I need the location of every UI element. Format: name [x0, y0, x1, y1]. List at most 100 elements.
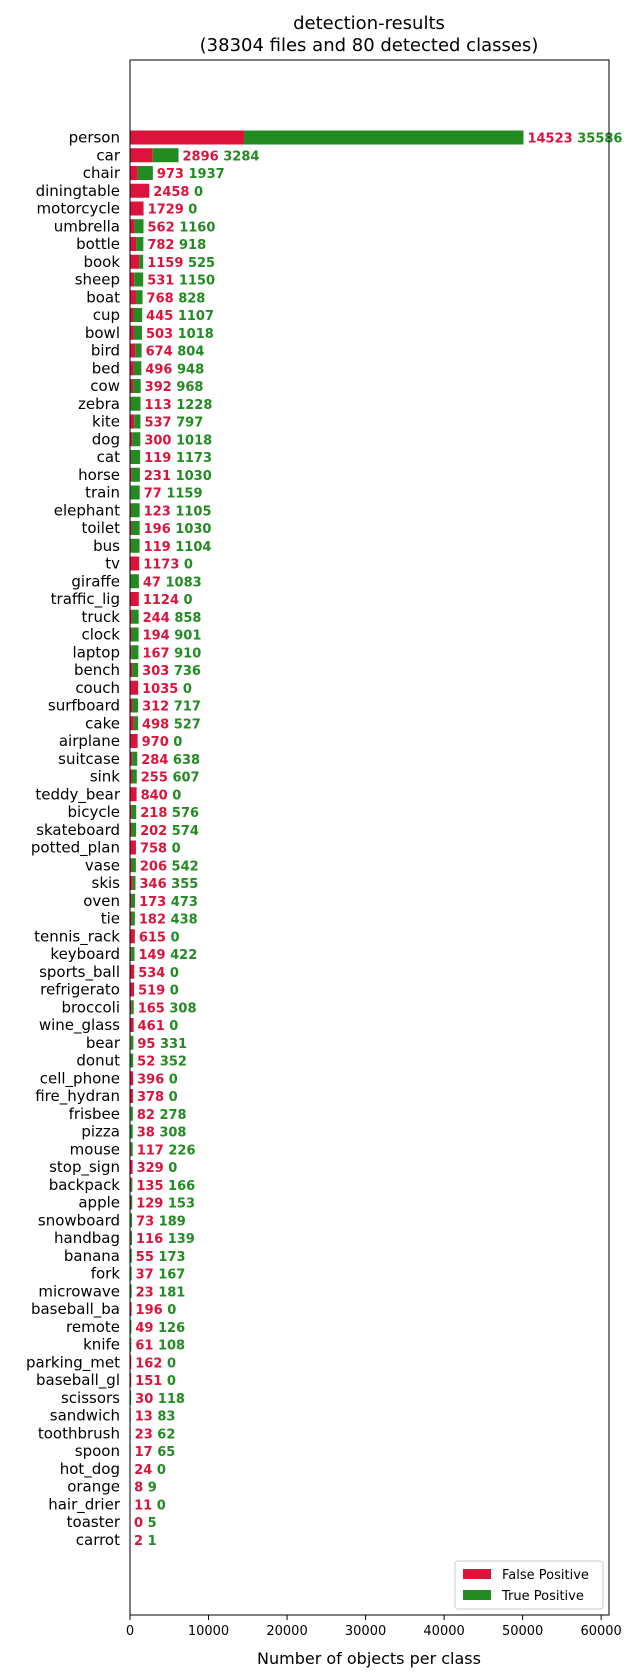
value-label: 202 574	[140, 824, 199, 839]
category-label: sheep	[75, 271, 120, 289]
value-label: 49 126	[135, 1321, 185, 1336]
value-true-positive: 1107	[178, 309, 214, 324]
value-true-positive: 1228	[176, 398, 212, 413]
bar-true-positive	[130, 1231, 133, 1245]
value-false-positive: 77	[144, 487, 167, 502]
bar-true-positive	[132, 698, 139, 713]
bar-false-positive	[130, 361, 134, 376]
value-true-positive: 797	[176, 416, 203, 431]
value-false-positive: 135	[136, 1179, 168, 1194]
bar-false-positive	[130, 663, 133, 677]
bar-true-positive	[130, 1106, 133, 1121]
category-label: fire_hydran	[35, 1087, 120, 1106]
value-false-positive: 23	[136, 1285, 159, 1300]
bar-false-positive	[130, 982, 135, 997]
bar-true-positive	[131, 858, 136, 873]
value-false-positive: 0	[134, 1516, 148, 1531]
value-label: 13 83	[135, 1410, 176, 1425]
category-label: teddy_bear	[35, 785, 120, 804]
value-true-positive: 278	[159, 1108, 186, 1123]
value-true-positive: 167	[158, 1268, 185, 1283]
bar-false-positive	[130, 201, 144, 216]
value-false-positive: 82	[137, 1108, 160, 1123]
value-label: 534 0	[138, 966, 179, 981]
value-label: 129 153	[136, 1197, 195, 1212]
value-false-positive: 173	[139, 895, 171, 910]
category-label: remote	[66, 1318, 120, 1336]
value-label: 218 576	[140, 806, 199, 821]
category-label: book	[83, 253, 120, 271]
x-tick-label: 30000	[345, 1624, 386, 1639]
bar-true-positive	[131, 947, 135, 961]
value-label: 378 0	[137, 1090, 178, 1105]
bar-false-positive	[130, 467, 132, 482]
category-label: baseball_ba	[31, 1300, 120, 1319]
value-false-positive: 2458	[153, 185, 194, 200]
value-false-positive: 396	[137, 1072, 169, 1087]
value-false-positive: 255	[141, 771, 173, 786]
value-true-positive: 0	[184, 558, 193, 573]
value-false-positive: 445	[146, 309, 178, 324]
value-false-positive: 162	[135, 1356, 167, 1371]
category-label: clock	[81, 626, 120, 644]
bar-false-positive	[130, 822, 132, 837]
value-false-positive: 534	[138, 966, 170, 981]
value-true-positive: 968	[176, 380, 203, 395]
category-label: keyboard	[50, 945, 120, 963]
category-label: toilet	[81, 519, 120, 537]
value-false-positive: 562	[148, 220, 180, 235]
value-label: 346 355	[140, 877, 199, 892]
value-label: 537 797	[144, 416, 203, 431]
value-false-positive: 244	[143, 611, 175, 626]
legend: False Positive True Positive	[454, 1560, 604, 1610]
value-true-positive: 35586	[577, 132, 622, 147]
value-true-positive: 226	[168, 1143, 195, 1158]
value-true-positive: 858	[174, 611, 201, 626]
category-label: microwave	[38, 1282, 120, 1300]
value-true-positive: 1	[148, 1534, 157, 1549]
category-label: broccoli	[61, 998, 120, 1016]
value-label: 498 527	[142, 717, 201, 732]
x-tick-label: 10000	[188, 1624, 229, 1639]
value-label: 151 0	[135, 1374, 176, 1389]
bar-false-positive	[130, 929, 135, 944]
value-true-positive: 108	[158, 1339, 185, 1354]
value-true-positive: 1018	[176, 433, 212, 448]
category-label: train	[85, 484, 120, 502]
category-label: apple	[78, 1194, 120, 1212]
value-true-positive: 9	[148, 1481, 157, 1496]
value-true-positive: 0	[188, 203, 197, 218]
bar-false-positive	[130, 432, 133, 447]
value-true-positive: 0	[194, 185, 203, 200]
value-label: 1729 0	[148, 203, 198, 218]
value-label: 244 858	[143, 611, 202, 626]
bar-false-positive	[130, 414, 135, 429]
value-label: 196 1030	[144, 522, 212, 537]
value-false-positive: 73	[136, 1214, 159, 1229]
bar-false-positive	[130, 379, 134, 393]
value-true-positive: 0	[168, 1161, 177, 1176]
value-true-positive: 804	[177, 345, 204, 360]
value-label: 1035 0	[142, 682, 192, 697]
bar-true-positive	[139, 254, 144, 269]
value-label: 519 0	[138, 984, 179, 999]
bar-false-positive	[130, 893, 132, 908]
value-label: 973 1937	[157, 167, 225, 182]
bar-false-positive	[130, 716, 134, 731]
x-axis-label: Number of objects per class	[257, 1649, 481, 1668]
value-false-positive: 231	[144, 469, 176, 484]
value-label: 55 173	[136, 1250, 186, 1265]
value-label: 461 0	[138, 1019, 179, 1034]
bar-false-positive	[130, 680, 139, 695]
value-true-positive: 1173	[176, 451, 212, 466]
category-label: truck	[82, 608, 121, 626]
value-true-positive: 0	[169, 1072, 178, 1087]
value-true-positive: 0	[157, 1463, 166, 1478]
bar-true-positive	[131, 1195, 133, 1210]
value-false-positive: 768	[147, 291, 179, 306]
bar-true-positive	[130, 538, 140, 553]
category-label: knife	[83, 1336, 120, 1354]
value-false-positive: 519	[138, 984, 170, 999]
value-true-positive: 308	[159, 1126, 186, 1141]
bar-false-positive	[130, 1000, 132, 1015]
